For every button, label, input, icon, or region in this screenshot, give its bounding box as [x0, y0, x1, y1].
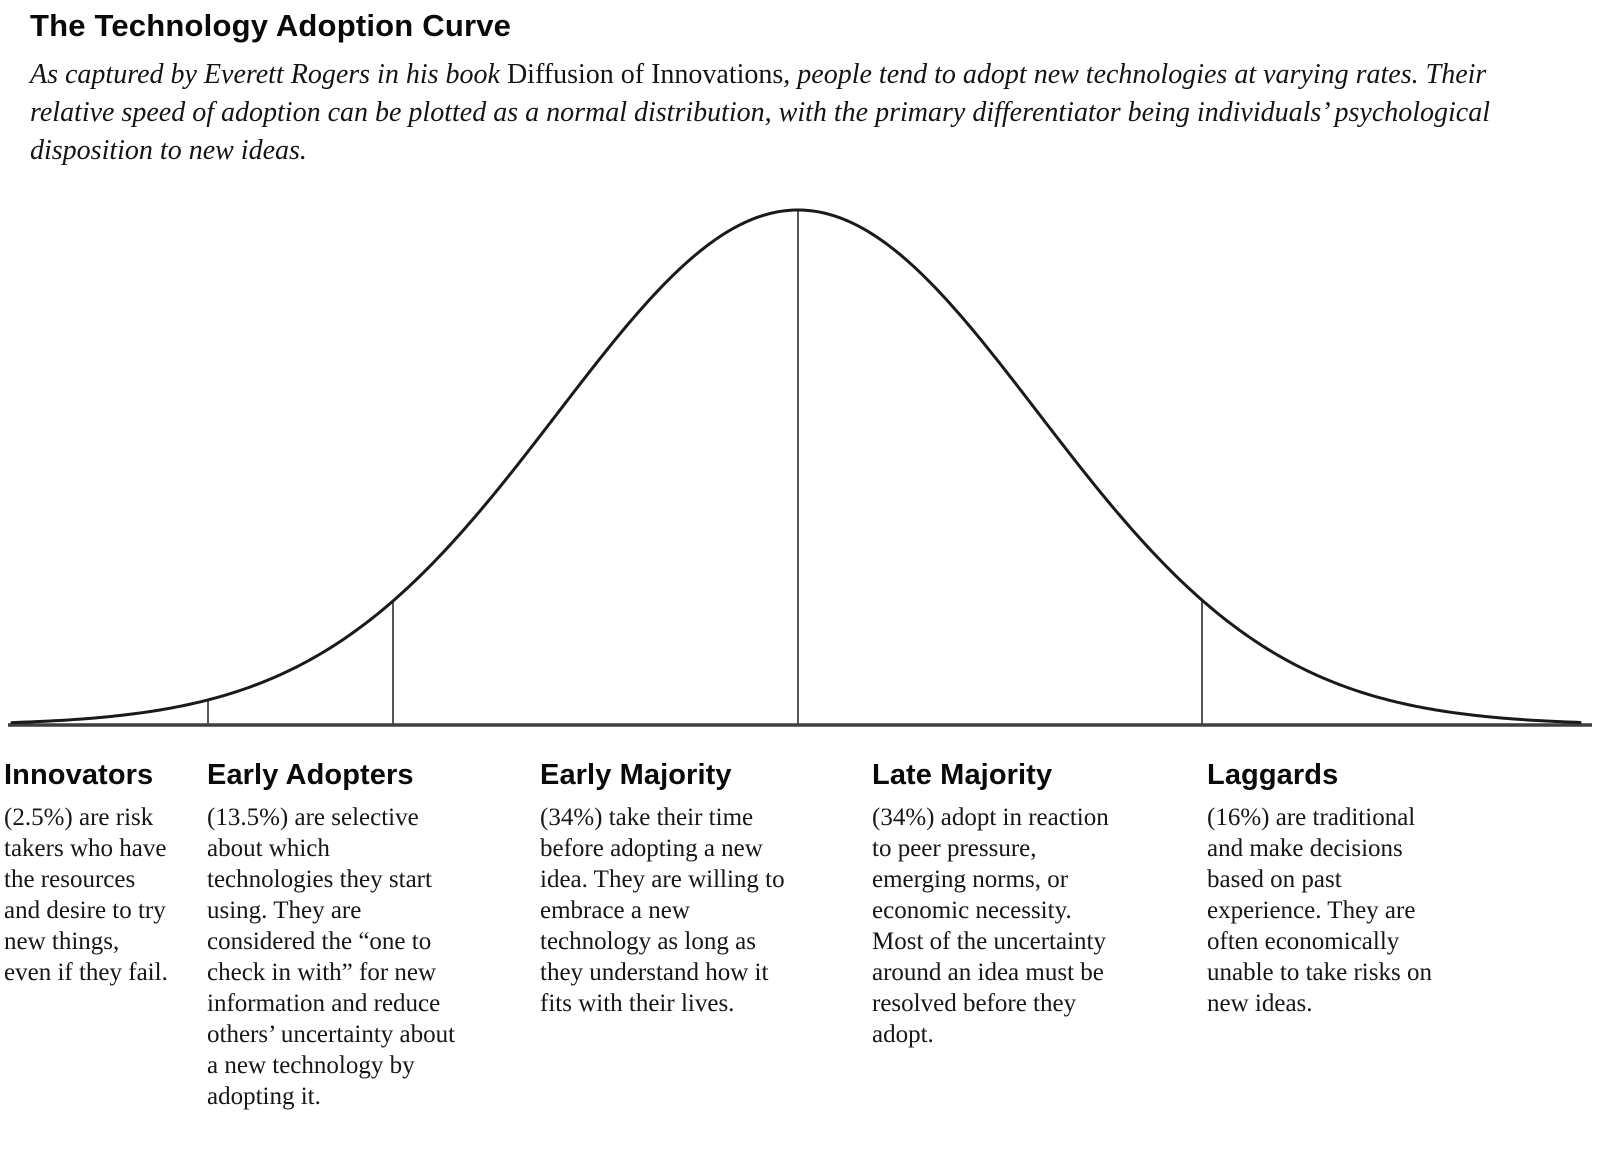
category-body: (2.5%) are risk takers who have the reso…: [4, 804, 168, 986]
category-body: (34%) adopt in reaction to peer pressure…: [872, 804, 1109, 1048]
page-title: The Technology Adoption Curve: [30, 8, 512, 43]
book-title: Diffusion of Innovations: [506, 59, 784, 90]
category-heading: Laggards: [1207, 759, 1339, 791]
intro-text-before-book: As captured by Everett Rogers in his boo…: [30, 59, 507, 90]
category-heading: Innovators: [4, 759, 154, 791]
bell-curve-path: [10, 208, 1582, 725]
category-laggards: Laggards (16%) are traditional and make …: [1207, 758, 1512, 1019]
category-late-majority: Late Majority (34%) adopt in reaction to…: [872, 758, 1187, 1050]
category-heading: Early Majority: [540, 759, 732, 791]
category-body: (13.5%) are selective about which techno…: [207, 804, 456, 1110]
category-innovators: Innovators (2.5%) are risk takers who ha…: [4, 758, 219, 988]
category-heading: Late Majority: [872, 759, 1053, 791]
category-body: (34%) take their time before adopting a …: [540, 804, 785, 1017]
intro-text-after-book: , people tend to adopt new technologies …: [30, 59, 1491, 166]
category-early-majority: Early Majority (34%) take their time bef…: [540, 758, 855, 1019]
category-heading: Early Adopters: [207, 759, 414, 791]
category-early-adopters: Early Adopters (13.5%) are selective abo…: [207, 758, 532, 1112]
adoption-curve-svg: [8, 208, 1592, 727]
category-body: (16%) are traditional and make decisions…: [1207, 804, 1432, 1017]
intro-paragraph: As captured by Everett Rogers in his boo…: [30, 56, 1560, 170]
